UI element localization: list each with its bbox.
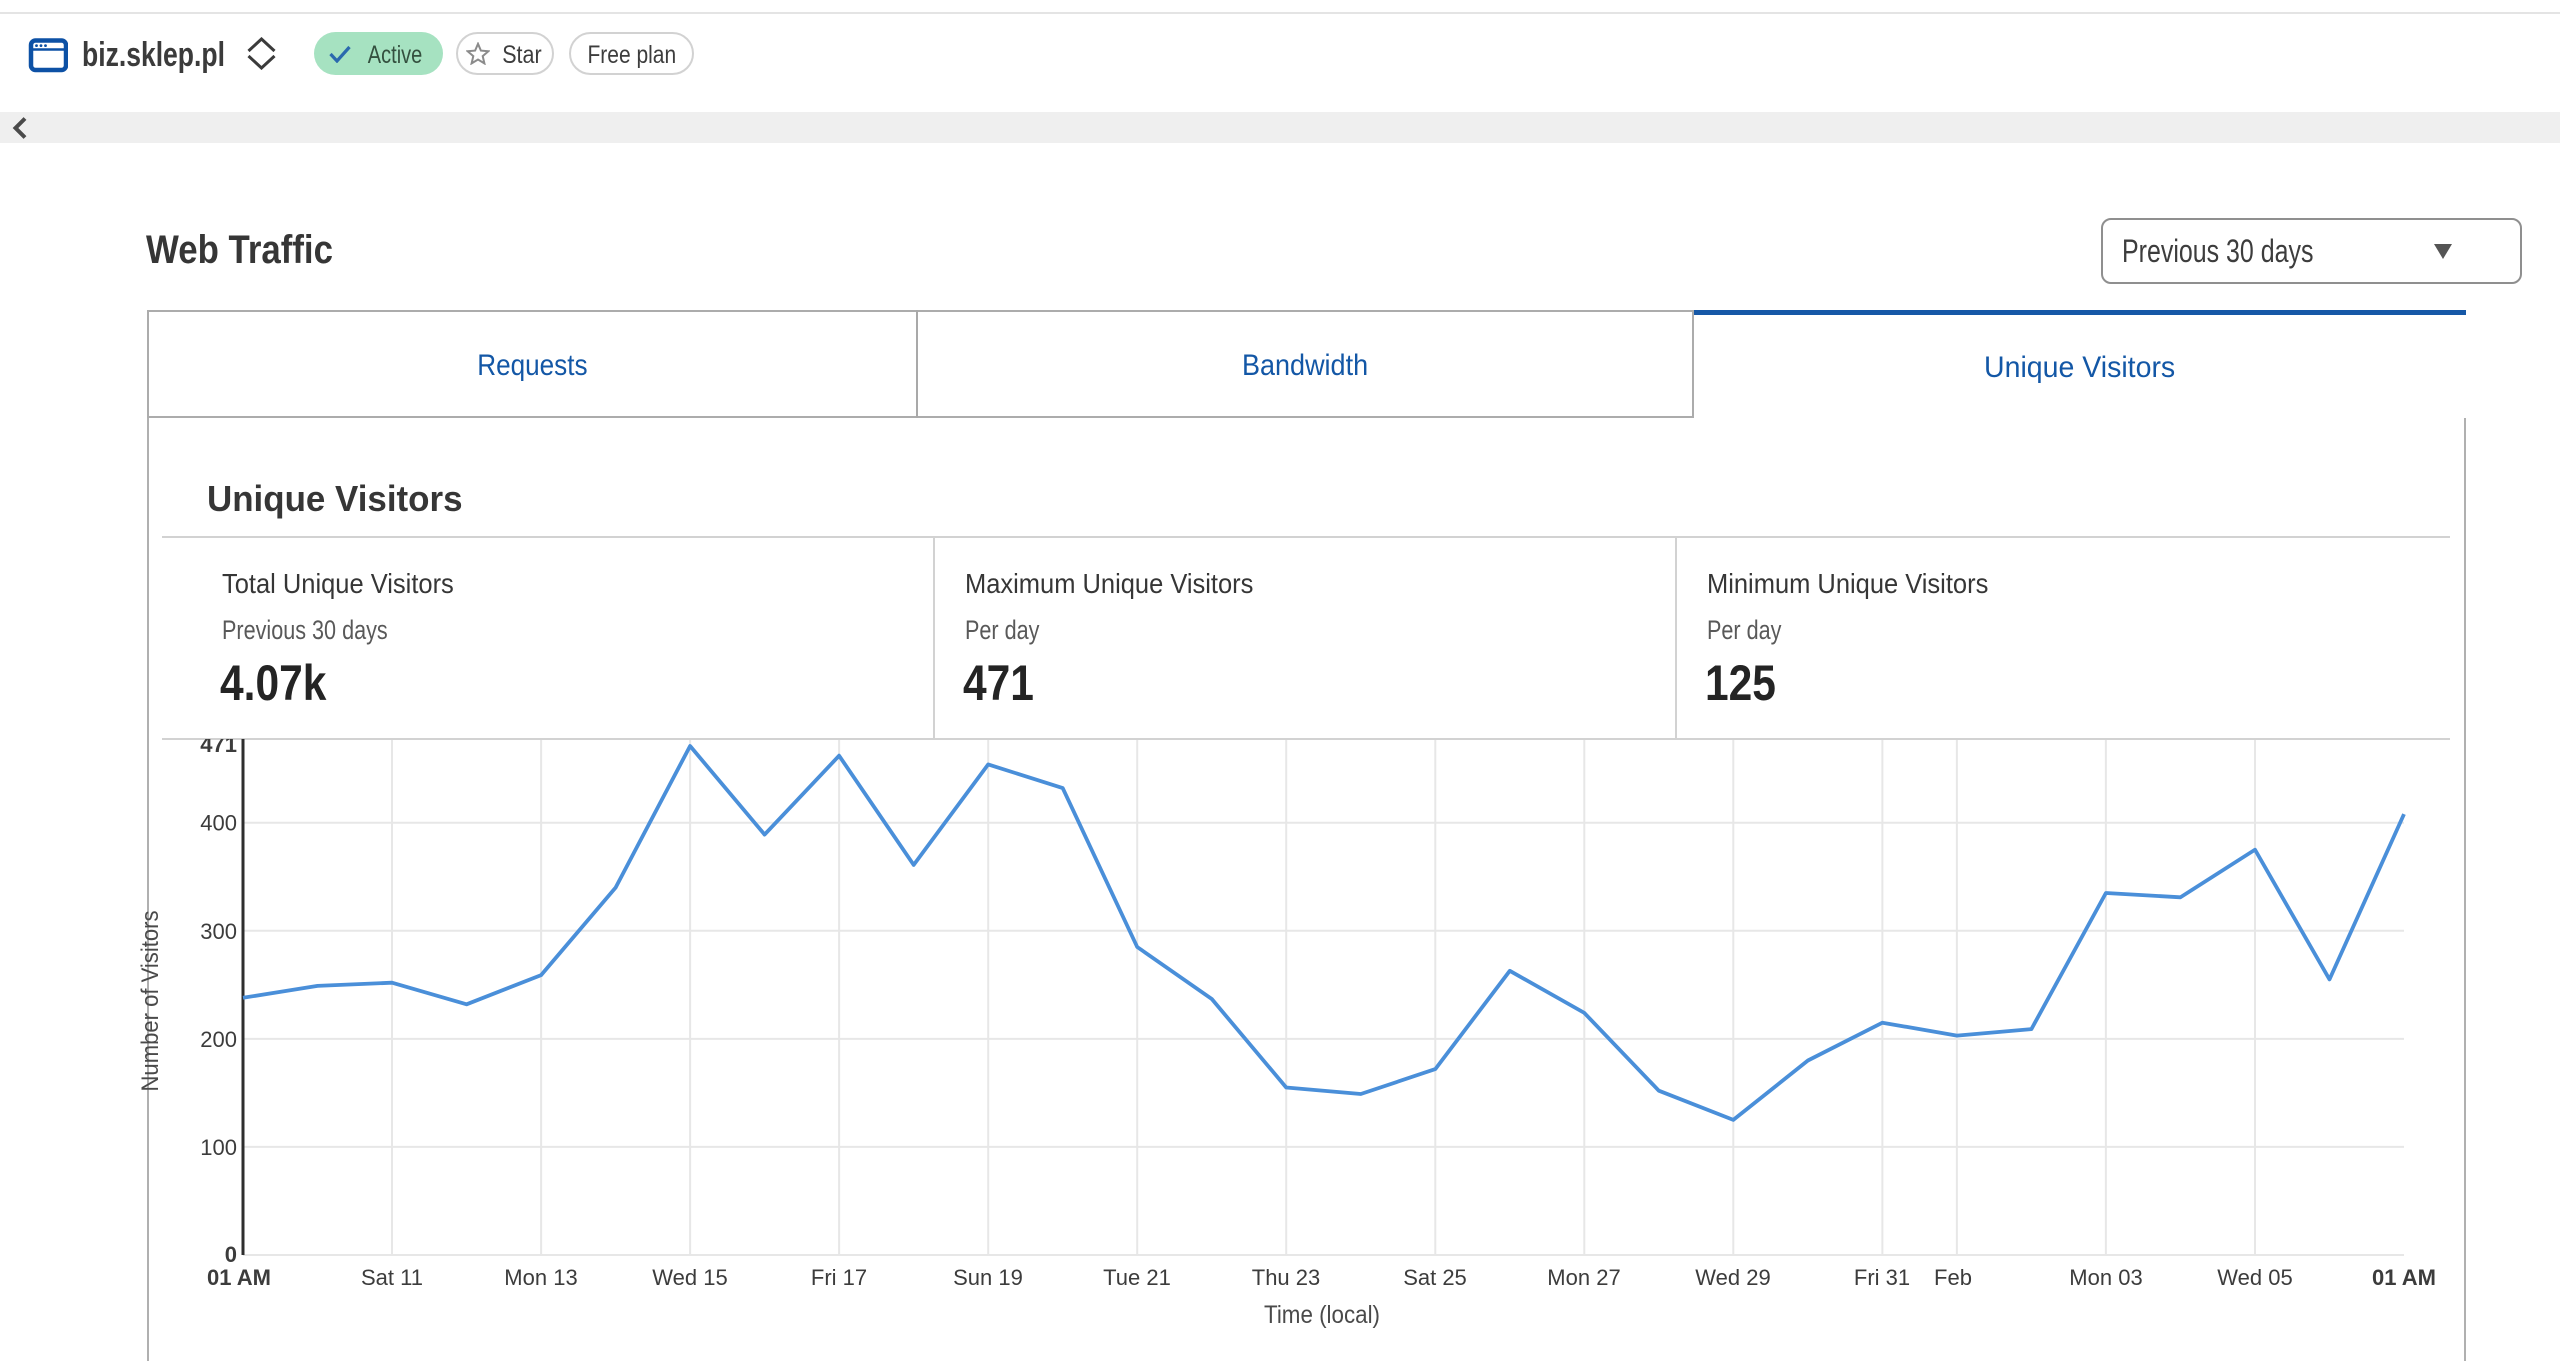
svg-text:Time (local): Time (local): [1264, 1301, 1380, 1329]
svg-text:Number of Visitors: Number of Visitors: [137, 911, 164, 1092]
svg-text:400: 400: [200, 811, 237, 836]
svg-text:01 AM: 01 AM: [2372, 1265, 2436, 1290]
svg-text:Sat 25: Sat 25: [1403, 1265, 1467, 1290]
svg-text:Fri 31: Fri 31: [1854, 1265, 1910, 1290]
svg-text:01 AM: 01 AM: [207, 1265, 271, 1290]
svg-text:Wed 05: Wed 05: [2217, 1265, 2292, 1290]
svg-text:200: 200: [200, 1027, 237, 1052]
svg-text:0: 0: [225, 1242, 237, 1267]
svg-text:Mon 27: Mon 27: [1547, 1265, 1620, 1290]
svg-text:Sun 19: Sun 19: [953, 1265, 1023, 1290]
svg-text:Feb: Feb: [1934, 1265, 1972, 1290]
svg-text:Wed 15: Wed 15: [652, 1265, 727, 1290]
svg-text:Wed 29: Wed 29: [1695, 1265, 1770, 1290]
svg-text:Mon 03: Mon 03: [2069, 1265, 2142, 1290]
svg-text:Mon 13: Mon 13: [504, 1265, 577, 1290]
svg-text:Tue 21: Tue 21: [1103, 1265, 1171, 1290]
svg-text:300: 300: [200, 919, 237, 944]
svg-text:471: 471: [200, 739, 237, 757]
svg-text:100: 100: [200, 1135, 237, 1160]
svg-text:Sat 11: Sat 11: [361, 1265, 423, 1290]
svg-text:Fri 17: Fri 17: [811, 1265, 867, 1290]
svg-text:Thu 23: Thu 23: [1252, 1265, 1321, 1290]
